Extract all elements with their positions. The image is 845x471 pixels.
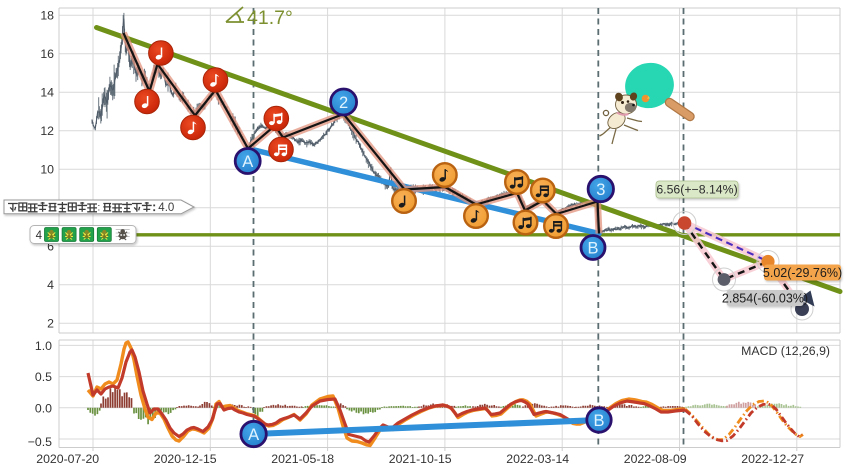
svg-text:14: 14	[40, 86, 54, 100]
svg-text:A: A	[242, 153, 253, 171]
svg-text:1.0: 1.0	[35, 339, 52, 353]
svg-text:6: 6	[47, 240, 54, 254]
svg-text:−0.5: −0.5	[28, 435, 52, 449]
svg-text:2021-05-18: 2021-05-18	[271, 452, 334, 466]
svg-text:16: 16	[40, 47, 54, 61]
svg-text:4: 4	[36, 230, 43, 242]
svg-text:2.854(-60.03%): 2.854(-60.03%)	[722, 291, 808, 305]
svg-text:0.0: 0.0	[35, 401, 52, 415]
svg-text:2022-08-09: 2022-08-09	[624, 452, 687, 466]
svg-text:2022-03-14: 2022-03-14	[506, 452, 569, 466]
svg-text:B: B	[587, 239, 598, 257]
svg-text:12: 12	[40, 124, 54, 138]
svg-text:2020-07-20: 2020-07-20	[36, 452, 99, 466]
svg-text:18: 18	[40, 9, 54, 23]
svg-text:2022-12-27: 2022-12-27	[741, 452, 804, 466]
svg-text:2: 2	[339, 94, 348, 112]
svg-text:2021-10-15: 2021-10-15	[389, 452, 452, 466]
svg-text:A: A	[248, 426, 259, 444]
svg-text:6.56(+−8.14%): 6.56(+−8.14%)	[656, 183, 737, 197]
svg-text:3: 3	[596, 181, 605, 199]
svg-text:10: 10	[40, 163, 54, 177]
svg-text:MACD (12,26,9): MACD (12,26,9)	[741, 344, 830, 358]
svg-text:2: 2	[47, 317, 54, 331]
svg-text:41.7°: 41.7°	[247, 7, 293, 29]
svg-text:5.02(-29.76%): 5.02(-29.76%)	[763, 266, 842, 280]
svg-text:4.0: 4.0	[158, 202, 174, 214]
svg-text::: :	[97, 202, 100, 214]
svg-text:0.5: 0.5	[35, 370, 52, 384]
svg-text:2020-12-15: 2020-12-15	[154, 452, 217, 466]
svg-text:B: B	[593, 412, 604, 430]
svg-text:4: 4	[47, 278, 54, 292]
